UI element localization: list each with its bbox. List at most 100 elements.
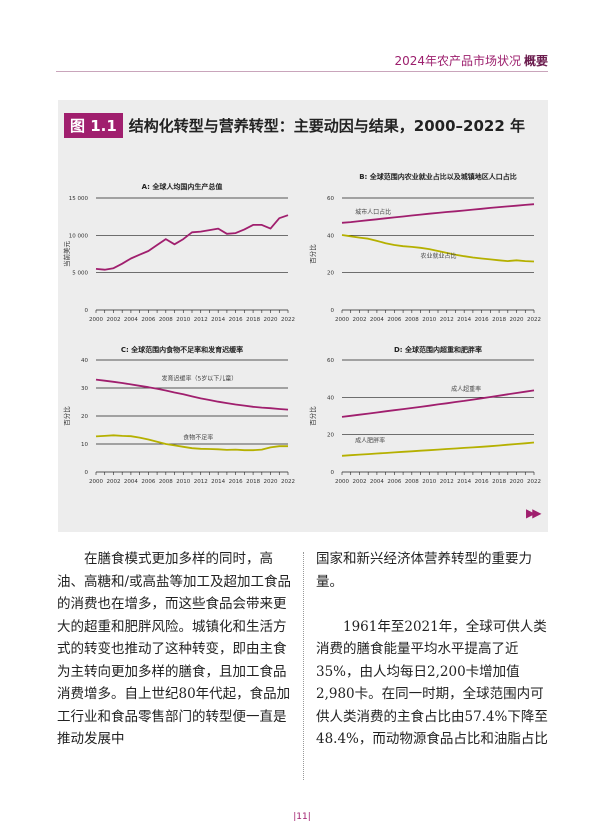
x-tick-label: 2002 (352, 479, 366, 485)
y-tick-label: 10 000 (69, 233, 89, 239)
y-tick-label: 0 (331, 470, 335, 476)
x-tick-label: 2000 (89, 317, 103, 323)
series-line-1 (341, 389, 535, 418)
x-tick-label: 2014 (211, 479, 225, 485)
x-tick-label: 2008 (159, 479, 173, 485)
x-tick-label: 2002 (106, 317, 120, 323)
y-tick-label: 40 (327, 395, 334, 401)
x-tick-label: 2012 (440, 317, 454, 323)
x-tick-label: 2000 (335, 317, 349, 323)
figure-title: 结构化转型与营养转型：主要动因与结果，2000–2022 年 (128, 116, 526, 135)
x-tick-label: 2012 (194, 317, 208, 323)
x-tick-label: 2004 (370, 317, 384, 323)
series-label: 城市人口占比 (355, 208, 391, 216)
x-tick-label: 2018 (492, 479, 506, 485)
x-tick-label: 2008 (405, 317, 419, 323)
series-label: 成人肥胖率 (355, 437, 385, 445)
x-tick-label: 2016 (229, 317, 243, 323)
x-tick-label: 2022 (527, 479, 541, 485)
x-tick-label: 2004 (124, 479, 138, 485)
y-tick-label: 20 (81, 414, 88, 420)
x-tick-label: 2010 (176, 479, 190, 485)
x-tick-label: 2018 (492, 317, 506, 323)
chart-title: D: 全球范围内超重和肥胖率 (394, 345, 482, 354)
page-number: |11| (293, 812, 311, 822)
body-column-left: 在膳食模式更加多样的同时，高油、高糖和/或高盐等加工及超加工食品的消费也在增多，… (57, 548, 293, 751)
x-tick-label: 2010 (422, 479, 436, 485)
chart-title: C: 全球范围内食物不足率和发育迟缓率 (121, 345, 243, 354)
x-tick-label: 2006 (141, 317, 155, 323)
x-tick-label: 2014 (457, 479, 471, 485)
y-axis-label: 百分比 (308, 406, 317, 426)
x-tick-label: 2016 (475, 317, 489, 323)
running-header: 2024年农产品市场状况 概要 (394, 52, 548, 69)
x-tick-label: 2020 (510, 317, 524, 323)
y-tick-label: 30 (81, 386, 88, 392)
y-axis-label: 百分比 (62, 406, 71, 426)
x-tick-label: 2010 (176, 317, 190, 323)
x-tick-label: 2008 (405, 479, 419, 485)
y-tick-label: 60 (327, 196, 334, 202)
series-label: 成人超重率 (451, 385, 481, 393)
x-tick-label: 2000 (335, 479, 349, 485)
x-tick-label: 2020 (264, 317, 278, 323)
x-tick-label: 2004 (124, 317, 138, 323)
series-line-1 (95, 378, 289, 411)
y-axis-label: 当前美元 (62, 241, 71, 268)
x-tick-label: 2008 (159, 317, 173, 323)
series-line-2 (341, 441, 535, 457)
y-tick-label: 0 (331, 308, 335, 314)
body-paragraph: 在膳食模式更加多样的同时，高油、高糖和/或高盐等加工及超加工食品的消费也在增多，… (57, 551, 292, 747)
x-tick-label: 2006 (387, 317, 401, 323)
y-tick-label: 40 (81, 358, 88, 364)
series-line-1 (95, 214, 289, 271)
figure-panel: 图 1.1 结构化转型与营养转型：主要动因与结果，2000–2022 年 A: … (58, 100, 548, 532)
x-tick-label: 2000 (89, 479, 103, 485)
running-header-title: 2024年农产品市场状况 (394, 54, 521, 68)
y-tick-label: 15 000 (69, 196, 89, 202)
y-tick-label: 40 (327, 233, 334, 239)
x-tick-label: 2012 (440, 479, 454, 485)
x-tick-label: 2018 (246, 479, 260, 485)
body-column-right: 国家和新兴经济体营养转型的重要力量。 1961年至2021年，全球可供人类消费的… (316, 548, 550, 751)
figure-title-bar: 图 1.1 结构化转型与营养转型：主要动因与结果，2000–2022 年 (58, 112, 548, 138)
figure-number-badge: 图 1.1 (64, 112, 123, 138)
x-tick-label: 2002 (352, 317, 366, 323)
y-tick-label: 0 (85, 470, 89, 476)
y-tick-label: 10 (81, 442, 88, 448)
x-tick-label: 2014 (457, 317, 471, 323)
y-tick-label: 0 (85, 308, 89, 314)
x-tick-label: 2022 (281, 317, 295, 323)
y-tick-label: 60 (327, 358, 334, 364)
y-tick-label: 20 (327, 271, 334, 277)
x-tick-label: 2020 (510, 479, 524, 485)
x-tick-label: 2016 (475, 479, 489, 485)
x-tick-label: 2006 (141, 479, 155, 485)
series-line-1 (341, 203, 535, 224)
y-axis-label: 百分比 (308, 244, 317, 264)
x-tick-label: 2004 (370, 479, 384, 485)
x-tick-label: 2006 (387, 479, 401, 485)
x-tick-label: 2010 (422, 317, 436, 323)
header-rule (56, 71, 548, 72)
y-tick-label: 20 (327, 433, 334, 439)
x-tick-label: 2022 (527, 317, 541, 323)
x-tick-label: 2002 (106, 479, 120, 485)
x-tick-label: 2022 (281, 479, 295, 485)
x-tick-label: 2018 (246, 317, 260, 323)
series-label: 农业就业占比 (421, 252, 457, 260)
x-tick-label: 2020 (264, 479, 278, 485)
series-label: 食物不足率 (183, 434, 213, 442)
y-tick-label: 5 000 (72, 271, 88, 277)
body-paragraph: 1961年至2021年，全球可供人类消费的膳食能量平均水平提高了近35%，由人均… (316, 618, 548, 748)
x-tick-label: 2012 (194, 479, 208, 485)
x-tick-label: 2016 (229, 479, 243, 485)
x-tick-label: 2014 (211, 317, 225, 323)
chart-title: B: 全球范围内农业就业占比以及城镇地区人口占比 (359, 172, 517, 181)
next-page-icon: ▶▶ (526, 506, 542, 520)
running-header-bold: 概要 (523, 54, 548, 68)
series-line-2 (95, 434, 288, 452)
column-divider (303, 552, 304, 780)
series-line-2 (341, 234, 535, 263)
